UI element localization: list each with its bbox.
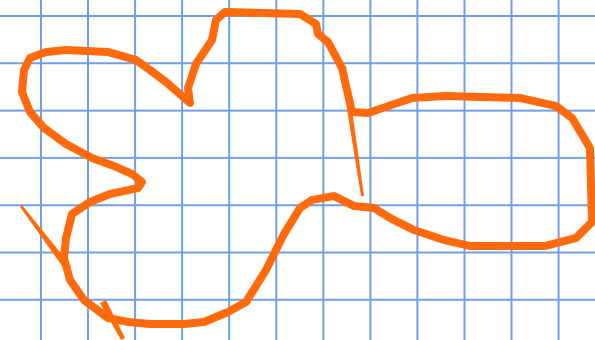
orange-outline (18, 8, 595, 340)
outline-stray-stroke-top (340, 66, 364, 196)
outline-stray-stroke-bottom (100, 300, 125, 340)
outline-stray-stroke-left (20, 205, 71, 270)
